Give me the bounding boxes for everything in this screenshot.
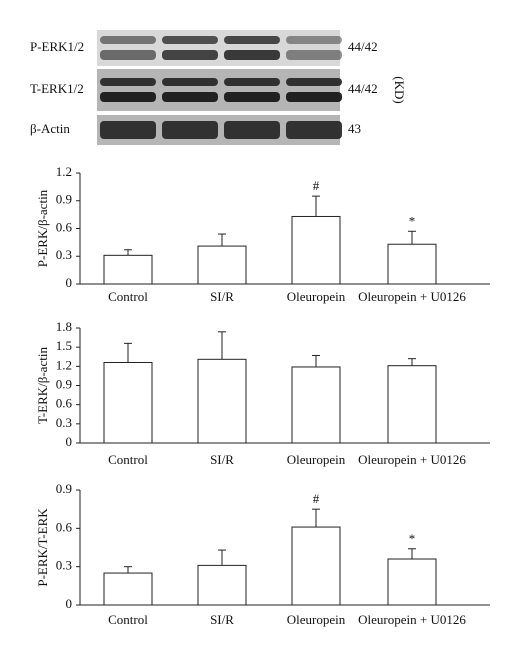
blot-band [286,50,342,60]
blot-strip [97,30,340,66]
blot-band [162,36,218,44]
y-axis-label: P-ERK/β-actin [35,189,50,267]
y-tick-label: 1.8 [56,319,72,334]
y-tick-label: 0.9 [56,481,72,496]
annotation: # [313,178,320,193]
bar [387,365,437,444]
blot-band [100,121,156,139]
blot-band [224,36,280,44]
annotation: # [313,491,320,506]
annotation: * [409,213,416,228]
x-tick-label: SI/R [210,452,234,467]
x-tick-label: Oleuropein + U0126 [358,289,466,304]
x-tick-label: Oleuropein [287,289,346,304]
bar [103,362,153,444]
x-tick-label: Oleuropein + U0126 [358,612,466,627]
x-tick-label: Oleuropein [287,452,346,467]
blot-band [162,121,218,139]
blot-band [162,50,218,60]
bar [291,526,341,606]
y-tick-label: 1.2 [56,164,72,179]
blot-band [224,78,280,86]
blot-band [100,36,156,44]
y-tick-label: 0.9 [56,376,72,391]
y-tick-label: 0.6 [56,219,73,234]
y-axis-label: P-ERK/T-ERK [35,508,50,587]
blot-band [100,78,156,86]
y-tick-label: 0 [66,275,73,290]
blot-strip [97,69,340,111]
bar [197,564,247,606]
y-tick-label: 0.9 [56,192,72,207]
x-tick-label: SI/R [210,612,234,627]
y-tick-label: 0.3 [56,415,72,430]
blot-band [286,121,342,139]
bar [197,358,247,444]
blot-band [100,92,156,102]
blot-band [100,50,156,60]
bar [103,254,153,285]
bar [291,366,341,444]
bar [387,243,437,285]
y-tick-label: 0.6 [56,396,73,411]
blot-band [286,92,342,102]
x-tick-label: Oleuropein + U0126 [358,452,466,467]
blot-band [224,92,280,102]
blot-band [162,78,218,86]
y-tick-label: 0 [66,596,73,611]
x-tick-label: Oleuropein [287,612,346,627]
y-tick-label: 1.2 [56,357,72,372]
x-tick-label: Control [108,612,148,627]
blot-band [224,121,280,139]
blot-band [286,36,342,44]
y-tick-label: 0.3 [56,558,72,573]
blot-band [162,92,218,102]
y-tick-label: 0.6 [56,519,73,534]
x-tick-label: Control [108,452,148,467]
blot-label: P-ERK1/2 [30,39,84,54]
x-tick-label: Control [108,289,148,304]
blot-size: 44/42 [348,81,378,96]
y-axis-label: T-ERK/β-actin [35,347,50,424]
blot-label: β-Actin [30,121,70,136]
blot-unit: (KD) [392,76,407,103]
bar [103,572,153,606]
blot-size: 44/42 [348,39,378,54]
bar [197,245,247,285]
y-tick-label: 0 [66,434,73,449]
blot-label: T-ERK1/2 [30,81,84,96]
blot-size: 43 [348,121,361,136]
bar [291,215,341,285]
y-tick-label: 0.3 [56,247,72,262]
x-tick-label: SI/R [210,289,234,304]
annotation: * [409,531,416,546]
blot-band [224,50,280,60]
y-tick-label: 1.5 [56,338,72,353]
blot-band [286,78,342,86]
bar [387,558,437,606]
